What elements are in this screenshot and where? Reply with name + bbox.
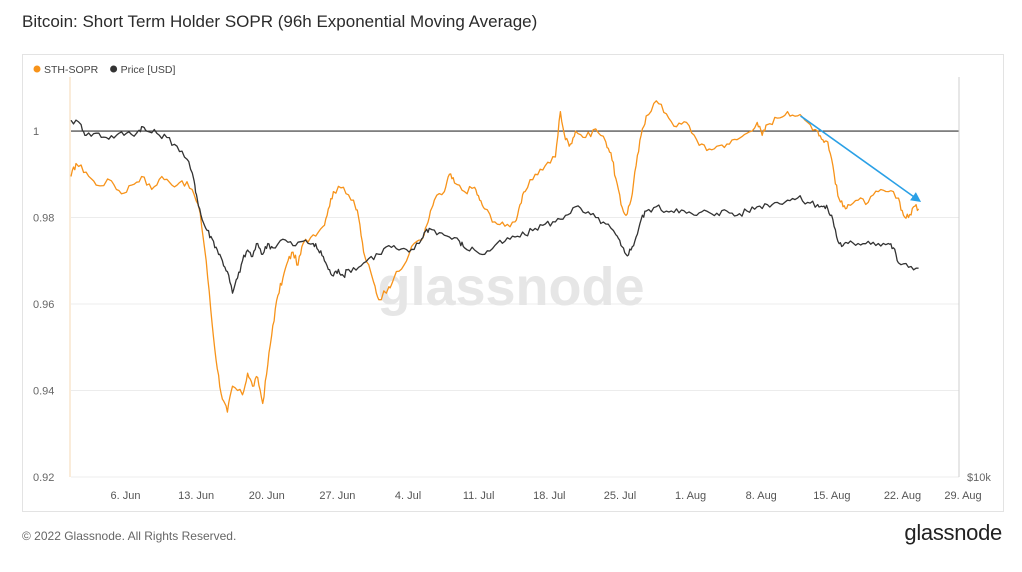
x-tick-label: 1. Aug [675, 490, 706, 502]
y-tick-label: 0.92 [33, 472, 54, 484]
legend-marker [33, 65, 41, 73]
right-axis-label: $10k [967, 472, 991, 484]
x-tick-label: 11. Jul [463, 490, 495, 502]
chart-panel: STH-SOPR Price [USD] glassnode 1 0.98 0.96 0… [22, 54, 1004, 512]
x-tick-label: 27. Jun [319, 490, 355, 502]
chart-title: Bitcoin: Short Term Holder SOPR (96h Exp… [22, 12, 538, 31]
legend-label: STH-SOPR [44, 64, 99, 76]
y-tick-label: 0.96 [33, 299, 54, 311]
series-group [70, 100, 959, 413]
y-tick-label: 0.98 [33, 213, 54, 225]
legend: STH-SOPR Price [USD] [33, 64, 176, 76]
watermark: glassnode [377, 257, 644, 317]
watermark-text: glassnode [377, 257, 644, 317]
x-tick-label: 25. Jul [604, 490, 636, 502]
chart-svg: STH-SOPR Price [USD] glassnode 1 0.98 0.96 0… [33, 64, 991, 502]
y-tick-label: 0.94 [33, 386, 54, 398]
x-tick-label: 13. Jun [178, 490, 214, 502]
axes: 1 0.98 0.96 0.94 0.92 6. Jun 13. Jun 20. Jun 27.… [33, 77, 991, 502]
x-tick-label: 20. Jun [249, 490, 285, 502]
x-tick-label: 4. Jul [395, 490, 421, 502]
brand-logo: glassnode [904, 520, 1002, 545]
y-tick-label: 1 [33, 126, 39, 138]
price-line [70, 119, 919, 294]
copyright-text: © 2022 Glassnode. All Rights Reserved. [22, 529, 237, 543]
grid [71, 217, 959, 478]
x-tick-label: 8. Aug [746, 490, 777, 502]
legend-label: Price [USD] [121, 64, 176, 76]
trend-arrow [800, 115, 922, 202]
x-tick-label: 6. Jun [111, 490, 141, 502]
x-tick-label: 15. Aug [813, 490, 850, 502]
legend-marker [110, 65, 118, 73]
x-tick-label: 22. Aug [884, 490, 921, 502]
sth-sopr-line [70, 100, 920, 413]
x-tick-label: 18. Jul [533, 490, 565, 502]
x-tick-label: 29. Aug [944, 490, 981, 502]
